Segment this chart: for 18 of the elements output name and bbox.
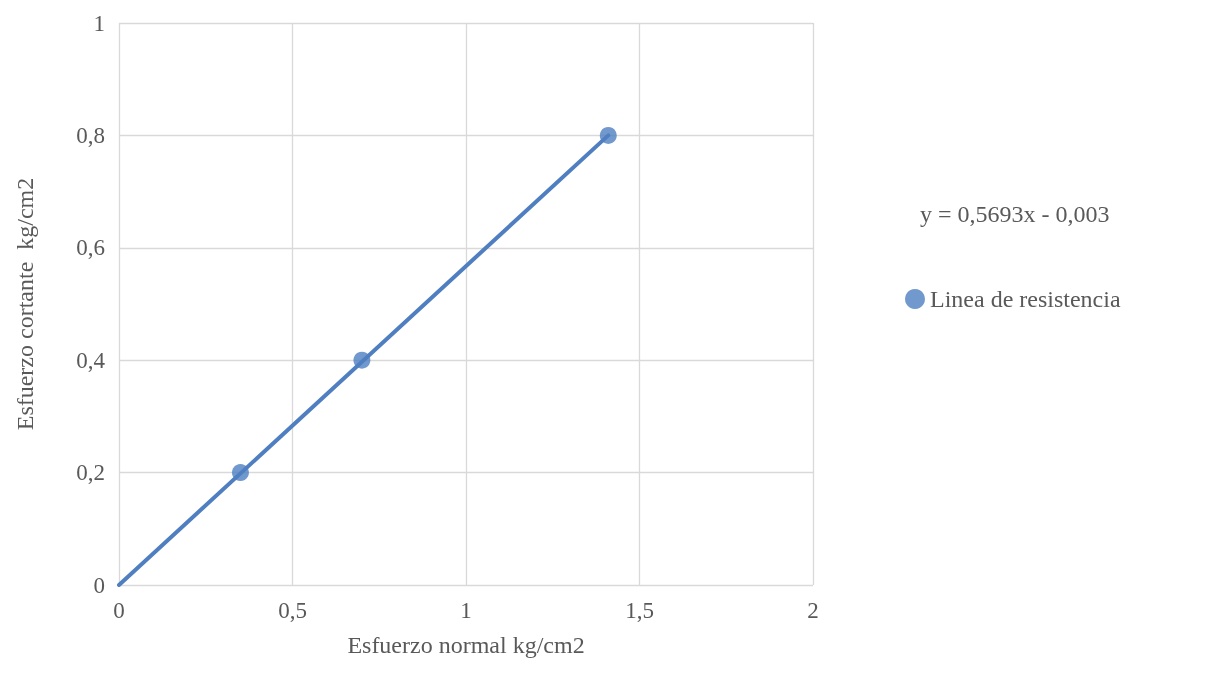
point xyxy=(599,126,617,144)
x-tick-label: 0 xyxy=(113,598,125,623)
y-tick-label: 0,2 xyxy=(76,460,105,486)
x-tick-label: 0,5 xyxy=(278,598,307,623)
legend-label: Linea de resistencia xyxy=(930,286,1121,312)
x-tick-label: 2 xyxy=(807,598,819,623)
point xyxy=(353,351,371,369)
point xyxy=(231,464,249,482)
x-tick-label: 1,5 xyxy=(625,598,654,623)
y-axis-title: Esfuerzo cortante kg/cm2 xyxy=(12,177,38,431)
y-tick-label: 0,6 xyxy=(76,235,105,261)
y-tick-label: 0,8 xyxy=(76,122,105,148)
text: y = 0,5693x - 0,003 xyxy=(920,201,1110,227)
y-tick-label: 1 xyxy=(93,10,105,36)
y-tick-label: 0,4 xyxy=(76,347,106,373)
y-tick-label: 0 xyxy=(93,572,105,598)
x-axis-title: Esfuerzo normal kg/cm2 xyxy=(347,632,585,658)
x-tick-label: 1 xyxy=(460,598,472,623)
